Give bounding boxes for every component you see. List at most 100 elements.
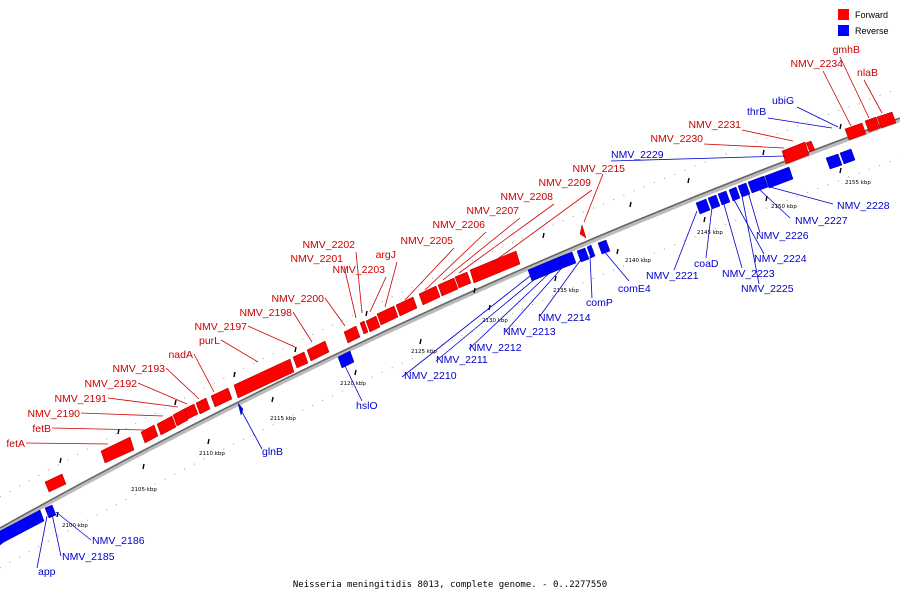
gene-block-reverse — [747, 175, 769, 194]
gene-label-forward[interactable]: nlaB — [857, 67, 878, 79]
gene-label-reverse[interactable]: NMV_2223 — [722, 268, 775, 280]
callout-line-reverse — [741, 195, 760, 285]
gene-label-forward[interactable]: NMV_2201 — [290, 253, 343, 265]
gene-label-forward[interactable]: NMV_2206 — [432, 219, 485, 231]
callout-line-forward — [51, 427, 146, 431]
gene-block-forward — [864, 116, 881, 133]
gene-label-forward[interactable]: NMV_2215 — [572, 163, 625, 175]
gene-block-forward — [233, 358, 295, 399]
gene-label-forward[interactable]: purL — [199, 335, 220, 347]
callout-line-reverse — [36, 515, 48, 569]
gene-label-reverse[interactable]: comE4 — [618, 283, 651, 295]
gene-label-reverse[interactable]: NMV_2210 — [404, 370, 457, 382]
callout-line-forward — [583, 173, 604, 223]
gene-label-forward[interactable]: nadA — [168, 349, 193, 361]
gene-label-forward[interactable]: NMV_2231 — [688, 119, 741, 131]
gene-label-forward[interactable]: gmhB — [833, 44, 860, 56]
callout-line-forward — [703, 143, 785, 149]
gene-label-reverse[interactable]: NMV_2221 — [646, 270, 699, 282]
gene-label-reverse[interactable]: NMV_2214 — [538, 312, 591, 324]
gene-block-forward — [183, 403, 199, 420]
gene-label-reverse[interactable]: app — [38, 566, 56, 578]
tick-label: 2105 kbp — [131, 487, 157, 493]
gene-label-forward[interactable]: NMV_2208 — [500, 191, 553, 203]
gene-block-forward — [805, 140, 816, 153]
callout-line-reverse — [468, 262, 561, 350]
gene-label-reverse[interactable]: NMV_2227 — [795, 215, 848, 227]
callout-line-reverse — [759, 189, 791, 219]
gene-block-forward — [156, 415, 177, 436]
forward-gene-blocks — [44, 111, 897, 493]
gene-label-reverse[interactable]: NMV_2186 — [92, 535, 145, 547]
callout-line-forward — [25, 442, 109, 445]
gene-label-reverse[interactable]: NMV_2224 — [754, 253, 807, 265]
callout-line-forward — [324, 297, 346, 327]
callout-line-reverse — [602, 249, 630, 282]
gene-label-reverse[interactable]: NMV_2185 — [62, 551, 115, 563]
gene-block-forward — [579, 224, 587, 239]
gene-label-forward[interactable]: NMV_2197 — [194, 321, 247, 333]
callout-line-forward — [137, 382, 188, 405]
callout-line-forward — [247, 325, 296, 348]
gene-label-forward[interactable]: NMV_2190 — [27, 408, 80, 420]
gene-block-forward — [781, 141, 810, 165]
gene-label-forward[interactable]: NMV_2202 — [302, 239, 355, 251]
tick-label: 2100 kbp — [62, 523, 88, 529]
gene-label-reverse[interactable]: coaD — [694, 258, 719, 270]
gene-label-reverse[interactable]: NMV_2226 — [756, 230, 809, 242]
gene-label-forward[interactable]: argJ — [376, 249, 396, 261]
gene-label-forward[interactable]: NMV_2198 — [239, 307, 292, 319]
callout-line-forward — [822, 70, 852, 127]
gene-label-reverse[interactable]: comP — [586, 297, 613, 309]
gene-label-reverse[interactable]: NMV_2212 — [469, 342, 522, 354]
callout-line-forward — [220, 339, 259, 363]
tick-label: 2130 kbp — [482, 318, 508, 324]
gene-label-forward[interactable]: NMV_2191 — [54, 393, 107, 405]
gene-label-reverse[interactable]: glnB — [262, 446, 283, 458]
gene-label-reverse[interactable]: NMV_2229 — [611, 149, 664, 161]
gene-label-reverse[interactable]: NMV_2228 — [837, 200, 890, 212]
map-caption: Neisseria meningitidis 8013, complete ge… — [293, 580, 607, 590]
callout-line-forward — [80, 412, 164, 417]
callout-line-reverse — [589, 255, 593, 299]
gene-block-forward — [292, 351, 309, 369]
callout-line-forward — [355, 251, 363, 314]
legend-swatch-forward — [838, 9, 849, 20]
callout-line-forward — [107, 397, 179, 408]
legend-swatch-reverse — [838, 25, 849, 36]
gene-block-forward — [395, 296, 418, 317]
gene-block-forward — [306, 340, 330, 362]
gene-block-reverse — [728, 186, 741, 202]
tick-label: 2120 kbp — [340, 381, 366, 387]
callout-line-forward — [442, 217, 521, 281]
gene-label-forward[interactable]: NMV_2205 — [400, 235, 453, 247]
callout-line-reverse — [401, 275, 531, 378]
gene-label-forward[interactable]: NMV_2234 — [790, 58, 843, 70]
gene-label-forward[interactable]: NMV_2193 — [112, 363, 165, 375]
gene-label-reverse[interactable]: NMV_2225 — [741, 283, 794, 295]
gene-label-reverse[interactable]: ubiG — [772, 95, 794, 107]
gene-label-forward[interactable]: NMV_2209 — [538, 177, 591, 189]
gene-label-forward[interactable]: NMV_2203 — [332, 264, 385, 276]
callout-line-forward — [424, 231, 487, 291]
gene-label-forward[interactable]: NMV_2230 — [650, 133, 703, 145]
gene-block-reverse — [597, 239, 611, 255]
gene-label-reverse[interactable]: NMV_2211 — [436, 354, 488, 366]
gene-block-forward — [140, 424, 159, 444]
gene-label-reverse[interactable]: hslO — [356, 400, 378, 412]
gene-label-reverse[interactable]: thrB — [747, 106, 766, 118]
gene-label-forward[interactable]: NMV_2200 — [271, 293, 324, 305]
gene-block-reverse — [576, 247, 590, 263]
gene-block-reverse — [707, 194, 721, 210]
gene-label-forward[interactable]: NMV_2207 — [466, 205, 519, 217]
gene-label-forward[interactable]: fetB — [32, 423, 51, 435]
gene-block-reverse — [737, 182, 751, 198]
gene-block-forward — [365, 315, 381, 333]
gene-label-forward[interactable]: fetA — [6, 438, 25, 450]
gene-block-reverse — [337, 350, 355, 369]
gene-label-forward[interactable]: NMV_2192 — [84, 378, 137, 390]
gene-label-reverse[interactable]: NMV_2213 — [503, 326, 556, 338]
tick-label: 2150 kbp — [771, 204, 797, 210]
